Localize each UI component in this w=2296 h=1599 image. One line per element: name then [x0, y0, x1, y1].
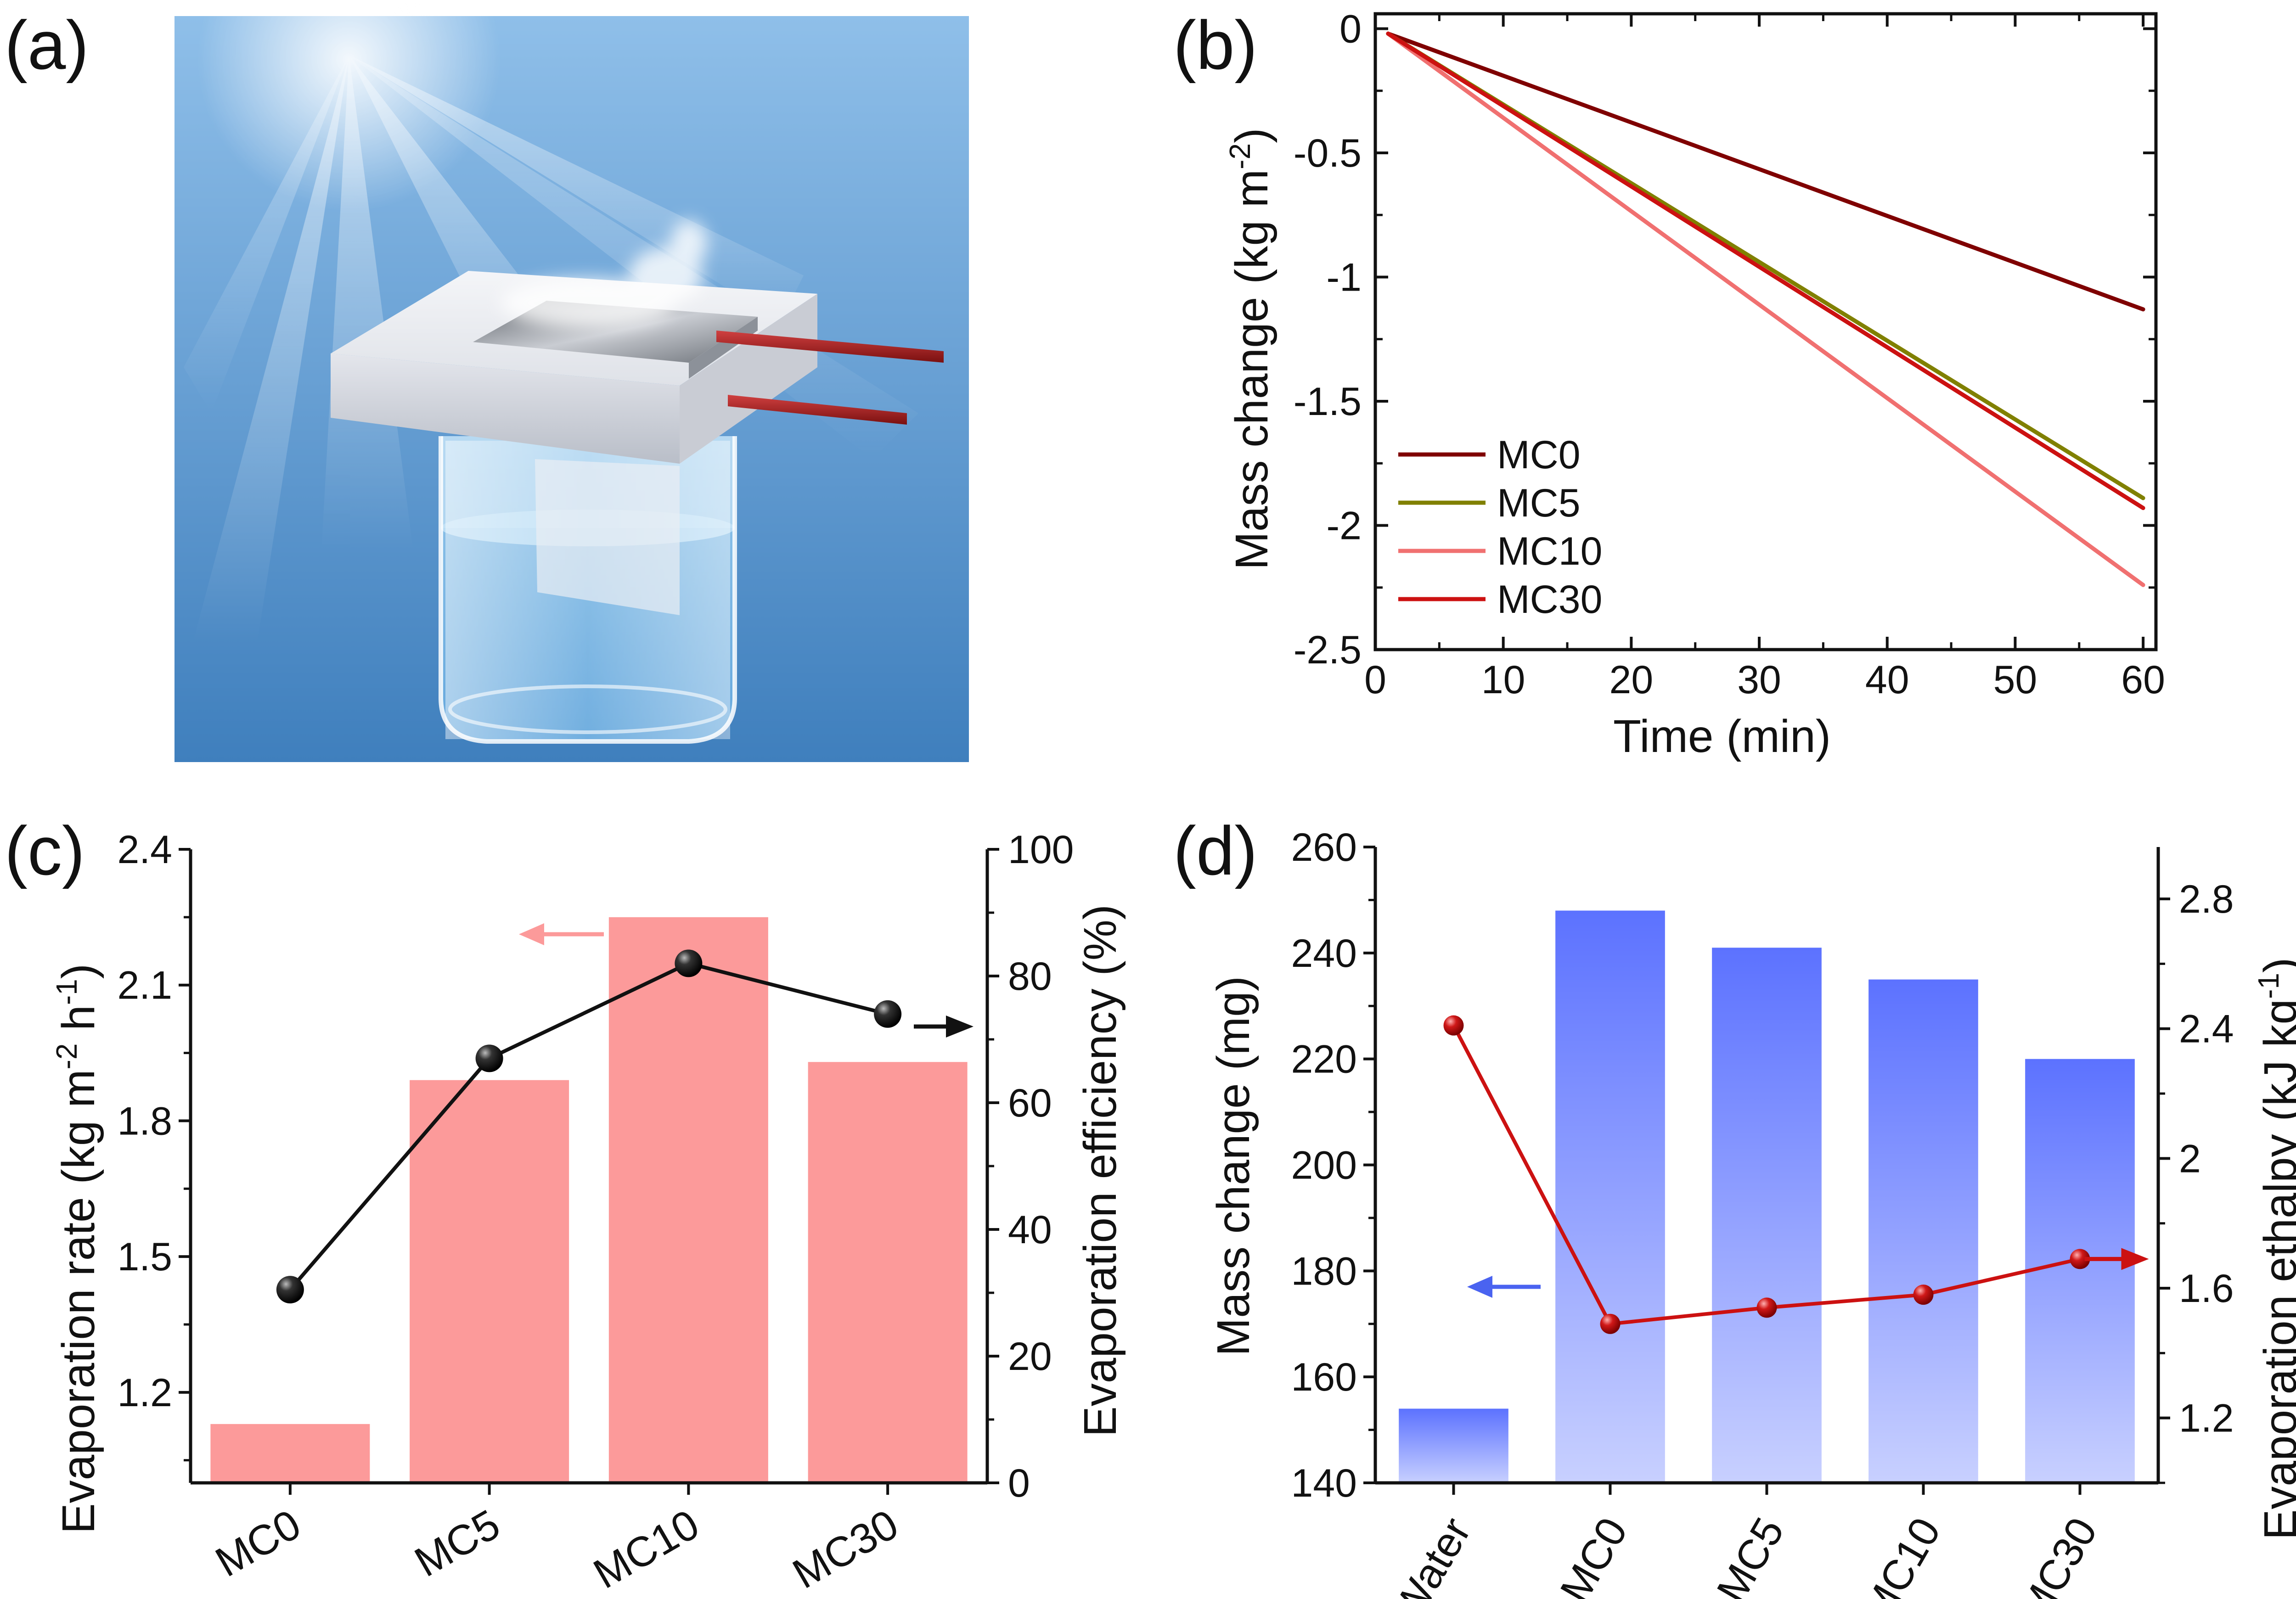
c-efficiency-marker-mc10: [675, 949, 703, 977]
panel-label-d: (d): [1173, 812, 1257, 889]
b-y-tick-label: -2.5: [1294, 628, 1362, 672]
b-series-line-mc30: [1386, 31, 2145, 511]
b-series-line-mc10: [1386, 31, 2145, 587]
b-legend-label-mc30: MC30: [1497, 578, 1602, 622]
panel-label-b: (b): [1173, 6, 1257, 84]
b-plot-frame: [1373, 12, 2158, 651]
panel-a-illustration: [174, 0, 969, 762]
d-y2-tick-label: 2.4: [2179, 1007, 2234, 1051]
d-enthalpy-marker-2: [1756, 1297, 1777, 1318]
c-right-arrow-icon: [946, 1016, 974, 1038]
d-enthalpy-marker-4: [2070, 1249, 2090, 1269]
d-y-tick-label: 260: [1291, 825, 1357, 870]
b-y-tick-label: -0.5: [1294, 131, 1362, 175]
b-legend-label-mc10: MC10: [1497, 529, 1602, 573]
c-y2-axis-title: Evaporation efficiency (%): [1075, 904, 1126, 1437]
d-bar-mc5: [1712, 948, 1822, 1483]
c-bar-mc0: [210, 1424, 370, 1483]
c-efficiency-marker-mc0: [276, 1276, 304, 1304]
c-plot-area: 1.2 1.5 1.8 2.1 2.4 0 20 40 60 80 100 MC0 MC5 MC10 MC3…: [117, 828, 1074, 1598]
d-y2-tick-label: 1.6: [2179, 1267, 2234, 1311]
d-bar-mc30: [2025, 1059, 2135, 1483]
c-y2-tick-label: 80: [1008, 954, 1052, 999]
b-x-tick-label: 0: [1364, 658, 1386, 702]
panel-b-line-chart: Mass change (kg m-2) Time (min) 0 -0.5 -1 -…: [1223, 7, 2165, 762]
d-left-arrow-icon: [1467, 1275, 1492, 1298]
d-enthalpy-marker-0: [1443, 1015, 1464, 1036]
b-x-tick-label: 60: [2121, 658, 2165, 702]
d-x-tick-label-water: Water: [1384, 1510, 1480, 1599]
d-plot-area: 140 160 180 200 220 240 260 1.2 1.6 2 2.4 2.8 Water M…: [1291, 825, 2234, 1599]
c-y-tick-label: 2.4: [117, 828, 172, 872]
c-y-axis-title: Evaporation rate (kg m-2 h-1): [50, 964, 104, 1534]
b-y-tick-label: -1: [1327, 255, 1362, 299]
d-bar-water: [1399, 1408, 1508, 1483]
c-y2-tick-label: 40: [1008, 1208, 1052, 1252]
d-y2-tick-label: 2.8: [2179, 877, 2234, 921]
c-efficiency-marker-mc5: [475, 1044, 503, 1072]
c-efficiency-marker-mc30: [874, 1000, 902, 1028]
c-y-tick-label: 1.2: [117, 1371, 172, 1415]
c-x-tick-label-mc5: MC5: [407, 1501, 507, 1586]
d-right-arrow-icon: [2121, 1248, 2149, 1270]
d-bar-mc10: [1868, 979, 1978, 1483]
c-bar-mc10: [608, 917, 768, 1483]
foam-frame-icon: [331, 271, 817, 464]
c-y-tick-label: 2.1: [117, 964, 172, 1008]
d-y-tick-label: 240: [1291, 931, 1357, 976]
d-x-tick-label-mc5: MC5: [1708, 1510, 1793, 1599]
b-legend-label-mc0: MC0: [1497, 433, 1581, 477]
b-x-axis-title: Time (min): [1613, 711, 1831, 762]
b-x-tick-label: 50: [1993, 658, 2037, 702]
evaporator-strip: [535, 459, 680, 615]
panel-c-bar-line-chart: Evaporation rate (kg m-2 h-1) Evaporatio…: [50, 828, 1126, 1598]
c-bar-mc5: [410, 1080, 569, 1483]
c-y2-tick-label: 0: [1008, 1461, 1030, 1505]
c-y2-tick-label: 20: [1008, 1335, 1052, 1379]
d-y-tick-label: 180: [1291, 1249, 1357, 1293]
d-y-tick-label: 140: [1291, 1461, 1357, 1505]
c-x-tick-label-mc0: MC0: [208, 1501, 309, 1586]
d-y-tick-label: 200: [1291, 1144, 1357, 1188]
d-enthalpy-marker-3: [1913, 1285, 1934, 1305]
d-y-tick-label: 160: [1291, 1355, 1357, 1399]
panel-d-bar-line-chart: Mass change (mg) Evaporation ethalpy (kJ…: [1208, 825, 2296, 1599]
d-y-tick-label: 220: [1291, 1038, 1357, 1082]
d-y-axis-title: Mass change (mg): [1208, 976, 1259, 1356]
b-x-tick-label: 10: [1481, 658, 1525, 702]
c-efficiency-line: [288, 961, 889, 1291]
d-x-tick-label-mc10: MC10: [1853, 1510, 1950, 1599]
b-x-tick-label: 20: [1609, 658, 1654, 702]
b-y-axis-title: Mass change (kg m-2): [1223, 128, 1277, 570]
c-y2-tick-label: 60: [1008, 1081, 1052, 1125]
b-y-tick-label: -2: [1327, 504, 1362, 548]
panel-label-c: (c): [5, 812, 85, 889]
c-y-tick-label: 1.5: [117, 1235, 172, 1279]
panel-label-a: (a): [5, 6, 89, 84]
c-x-tick-label-mc10: MC10: [586, 1501, 707, 1598]
d-y2-axis-title: Evaporation ethalpy (kJ kg-1): [2252, 958, 2296, 1540]
b-series-line-mc0: [1386, 31, 2145, 312]
d-x-tick-label-mc30: MC30: [2009, 1510, 2106, 1599]
b-x-tick-label: 40: [1865, 658, 1909, 702]
d-y2-tick-label: 1.2: [2179, 1397, 2234, 1441]
b-y-tick-label: -1.5: [1294, 380, 1362, 424]
b-plot-area: 0-0.5-1-1.5-2-2.50 10 20 30 40 50 60: [1294, 7, 2165, 702]
d-y2-tick-label: 2: [2179, 1137, 2201, 1181]
c-y-tick-label: 1.8: [117, 1099, 172, 1143]
electrode-rods-icon: [716, 331, 944, 425]
d-bar-mc0: [1555, 910, 1665, 1483]
b-y-tick-label: 0: [1339, 7, 1362, 51]
b-x-tick-label: 30: [1737, 658, 1781, 702]
c-y2-tick-label: 100: [1008, 828, 1074, 872]
c-left-arrow-icon: [519, 923, 544, 945]
d-enthalpy-marker-1: [1600, 1313, 1621, 1334]
d-x-tick-label-mc0: MC0: [1551, 1510, 1636, 1599]
c-x-tick-label-mc30: MC30: [785, 1501, 906, 1598]
c-bar-mc30: [808, 1062, 968, 1483]
vapor-icon: [501, 220, 707, 328]
b-legend-label-mc5: MC5: [1497, 481, 1581, 525]
